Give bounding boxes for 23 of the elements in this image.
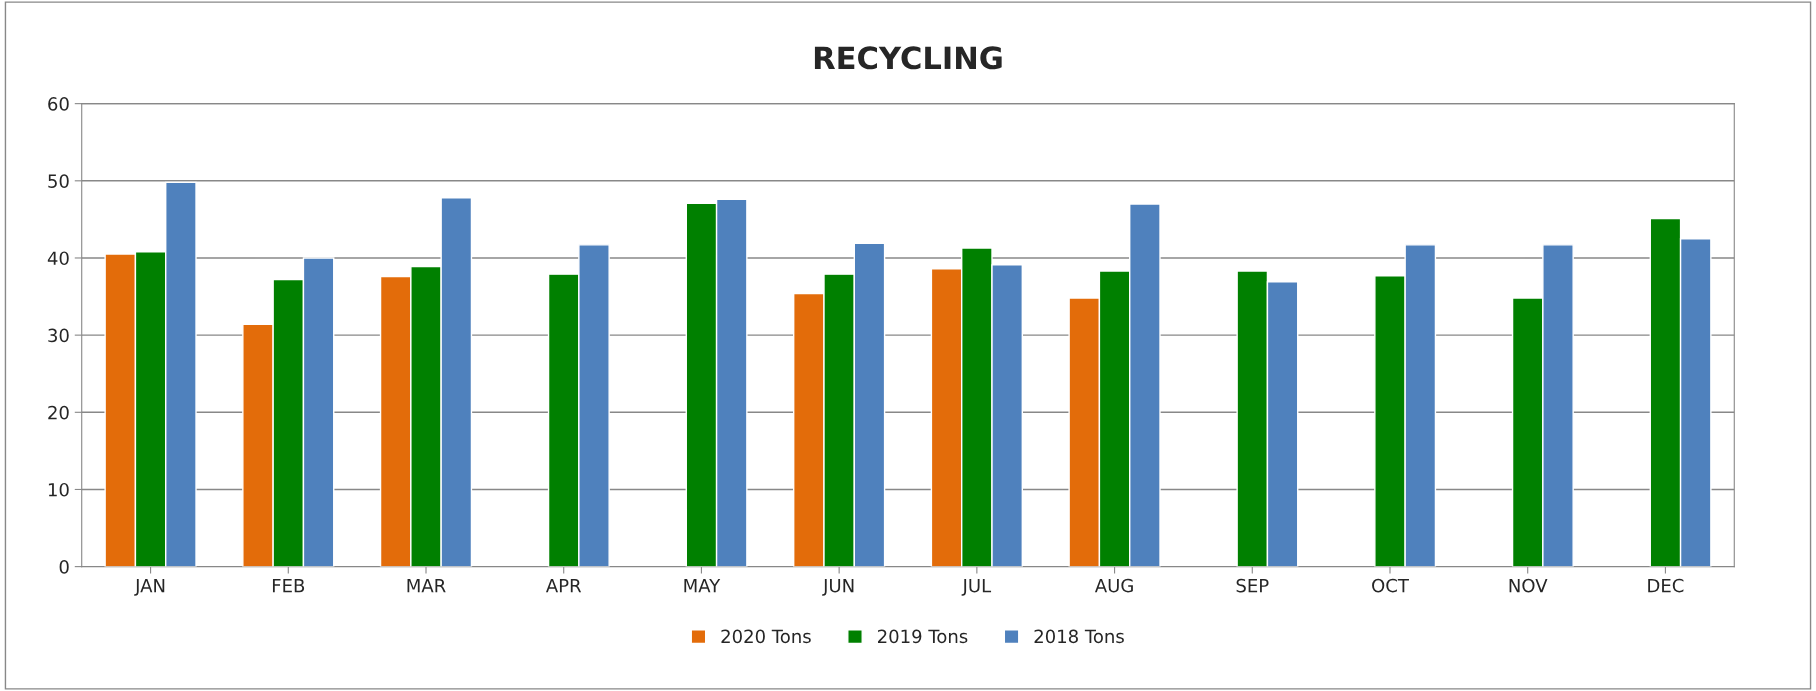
x-tick-label: AUG bbox=[1094, 578, 1133, 593]
x-tick-label: FEB bbox=[272, 578, 305, 593]
x-tick-label: JUL bbox=[961, 578, 992, 596]
y-tick-label: 40 bbox=[47, 251, 69, 266]
x-tick-label: JUN bbox=[822, 578, 854, 596]
legend-label: 2019 Tons bbox=[878, 629, 968, 644]
x-tick-label: MAY bbox=[684, 578, 721, 593]
x-tick-label: MAR bbox=[407, 578, 446, 593]
y-tick-label: 30 bbox=[48, 328, 69, 343]
legend-label: 2020 Tons bbox=[721, 629, 811, 644]
y-tick-label: 10 bbox=[48, 482, 69, 497]
x-tick-label: DEC bbox=[1648, 578, 1684, 593]
x-tick-label: APR bbox=[545, 578, 582, 593]
y-tick-label: 60 bbox=[48, 97, 69, 111]
y-tick-label: 20 bbox=[48, 405, 69, 420]
x-tick-label: SEP bbox=[1236, 578, 1269, 593]
y-tick-label: 0 bbox=[59, 560, 69, 574]
x-tick-label: NOV bbox=[1509, 578, 1548, 593]
chart-title: RECYCLING bbox=[814, 46, 1002, 70]
legend-label: 2018 Tons bbox=[1034, 629, 1124, 644]
x-tick-label: OCT bbox=[1372, 578, 1409, 593]
y-tick-label: 50 bbox=[48, 174, 69, 188]
x-tick-label: JAN bbox=[134, 578, 165, 596]
